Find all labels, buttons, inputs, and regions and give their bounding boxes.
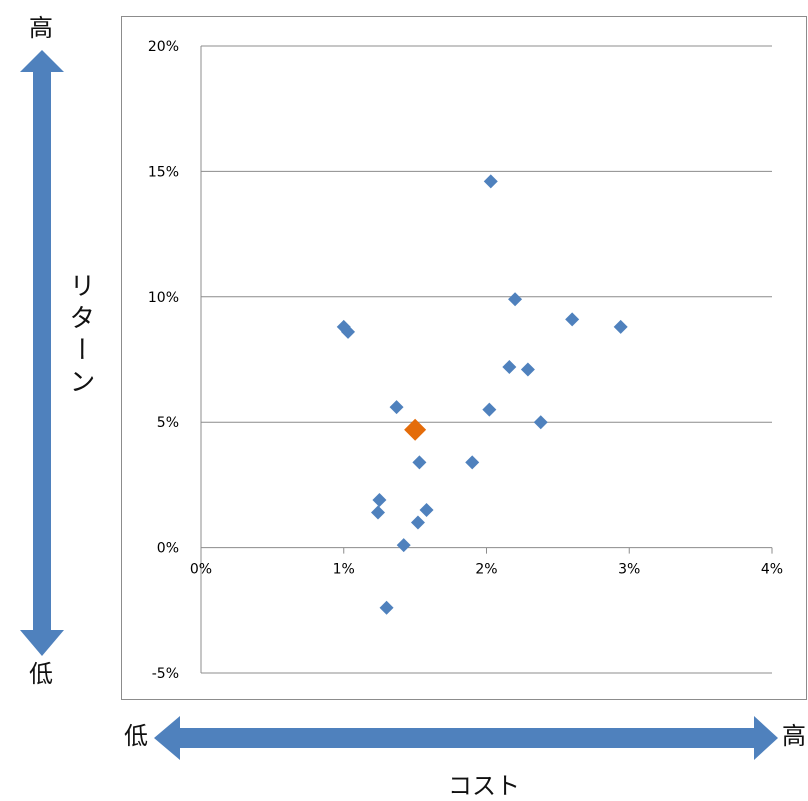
y-low-label: 低 xyxy=(29,660,53,688)
data-point xyxy=(341,324,356,339)
return-arrow-shape xyxy=(20,50,64,656)
y-axis-title: リターン xyxy=(65,272,95,400)
data-point xyxy=(520,362,535,377)
y-tick-label: 20% xyxy=(148,39,179,55)
data-point xyxy=(502,360,517,375)
return-arrow xyxy=(20,50,64,656)
chart-frame: -5% 0% 5% 10% 15% 20% 0% 1% 2% 3% 4% xyxy=(121,16,807,700)
x-tick-label: 2% xyxy=(475,562,497,578)
data-point xyxy=(379,600,394,615)
data-point xyxy=(613,319,628,334)
data-point xyxy=(389,400,404,415)
data-point xyxy=(533,415,548,430)
x-tick-label: 0% xyxy=(190,562,212,578)
x-high-label: 高 xyxy=(782,722,806,750)
y-tick-label: 15% xyxy=(148,164,179,180)
x-tick-label: 4% xyxy=(761,562,783,578)
x-axis-title: コスト xyxy=(448,772,520,800)
data-point xyxy=(419,502,434,517)
cost-arrow xyxy=(154,716,778,760)
y-tick-label: -5% xyxy=(152,666,179,682)
data-point xyxy=(508,292,523,307)
y-tick-label: 10% xyxy=(148,290,179,306)
data-point xyxy=(412,455,427,470)
data-point xyxy=(410,515,425,530)
x-tick-label: 3% xyxy=(618,562,640,578)
data-point xyxy=(465,455,480,470)
x-tick-label: 1% xyxy=(333,562,355,578)
cost-arrow-shape xyxy=(154,716,778,760)
scatter-chart: -5% 0% 5% 10% 15% 20% 0% 1% 2% 3% 4% xyxy=(148,39,783,682)
y-high-label: 高 xyxy=(29,14,53,42)
highlight-point xyxy=(404,418,427,441)
y-tick-label: 0% xyxy=(157,541,179,557)
data-point xyxy=(482,402,497,417)
data-point xyxy=(396,538,411,553)
data-point xyxy=(565,312,580,327)
data-point xyxy=(371,505,386,520)
data-point xyxy=(483,174,498,189)
y-tick-label: 5% xyxy=(157,415,179,431)
x-low-label: 低 xyxy=(124,722,148,750)
data-point xyxy=(372,492,387,507)
